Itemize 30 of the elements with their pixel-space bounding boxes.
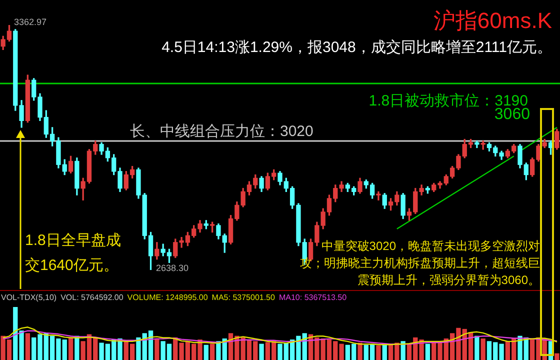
text: VOL: 5764592.00 (60, 293, 124, 302)
annotation: 2638.30 (156, 263, 189, 273)
bar (25, 333, 30, 360)
candlestick (376, 191, 381, 200)
bar (400, 341, 406, 360)
annotation: 3362.97 (14, 17, 47, 27)
ref-line-label: 长、中线组合压力位：3020 (130, 122, 314, 140)
annotation: 1.8日全早盘成交1640亿元。 (25, 231, 122, 276)
text: VOL-TDX(5,10) (1, 293, 57, 302)
annotation: 中量突破3020，晚盘暂未出现多空激烈对攻；明拂晓主力机构拆盘预期上升，超短线巨震预期上升，强弱分界暂为3060。 (300, 238, 540, 289)
bar (376, 345, 381, 360)
candlestick (480, 140, 486, 150)
bar (154, 338, 160, 360)
chart-title: 沪指60ms.K (433, 7, 552, 35)
bar (204, 344, 208, 360)
text: MA10: 5367513.50 (278, 293, 347, 302)
text: MA5: 5375001.50 (212, 293, 275, 302)
annotation: 3060 (494, 106, 530, 124)
bar (474, 336, 480, 360)
bar (74, 336, 80, 360)
bar (480, 338, 486, 360)
bar (358, 342, 362, 360)
bar (425, 344, 430, 360)
bar (210, 344, 215, 360)
bar (554, 353, 560, 360)
text: VOLUME: 1248995.00 (127, 293, 208, 302)
annotation: 4.5日14:13涨1.29%，报3048，成交同比略增至2111亿元。 (162, 38, 552, 57)
bar (68, 337, 74, 360)
bar (259, 344, 264, 360)
candlestick (474, 140, 480, 148)
